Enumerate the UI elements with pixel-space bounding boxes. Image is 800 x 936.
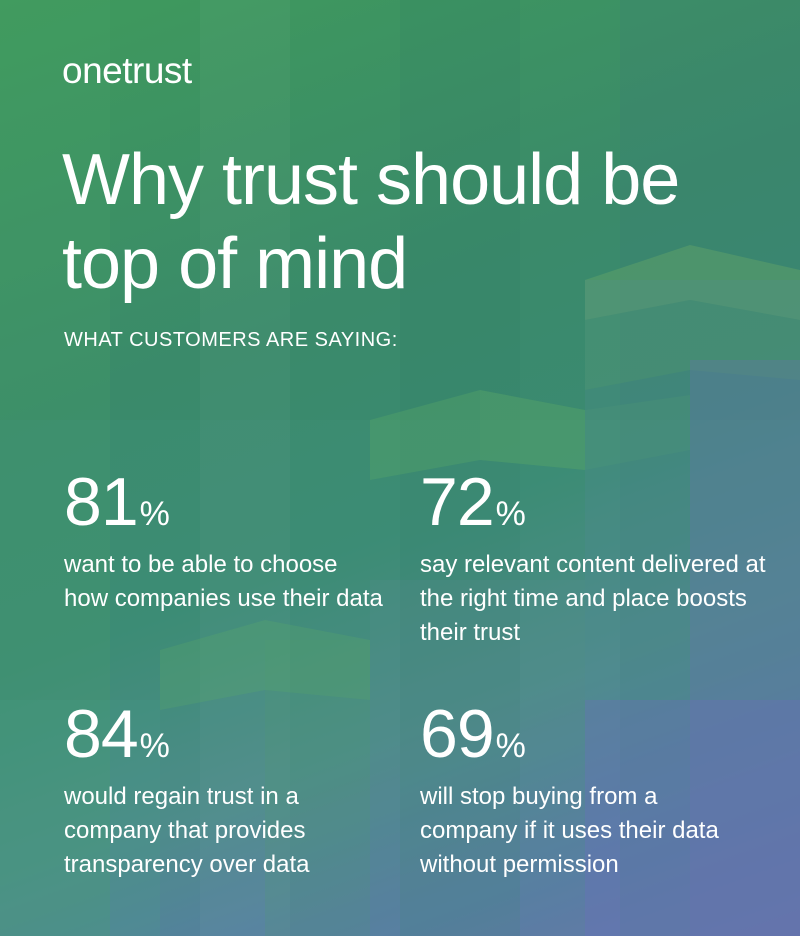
stat-unit: % xyxy=(495,495,526,533)
stat-description: would regain trust in a company that pro… xyxy=(64,783,310,878)
stat-description: want to be able to choose how companies … xyxy=(64,551,383,612)
stat-value: 81 % xyxy=(64,464,384,540)
stat-value: 72 % xyxy=(420,464,780,540)
stat-number: 72 xyxy=(420,464,495,540)
stat-description: say relevant content delivered at the ri… xyxy=(420,551,766,646)
stat-unit: % xyxy=(139,495,170,533)
stat-card: 69 % will stop buying from a company if … xyxy=(420,700,740,882)
stat-value: 69 % xyxy=(420,696,740,772)
stat-unit: % xyxy=(495,727,526,765)
section-subtitle: WHAT CUSTOMERS ARE SAYING: xyxy=(64,329,398,351)
stat-value: 84 % xyxy=(64,696,384,772)
stat-card: 72 % say relevant content delivered at t… xyxy=(420,468,780,650)
stat-number: 69 xyxy=(420,696,495,772)
stat-description: will stop buying from a company if it us… xyxy=(420,783,719,878)
stat-card: 84 % would regain trust in a company tha… xyxy=(64,700,384,882)
stat-number: 81 xyxy=(64,464,139,540)
onetrust-logo: onetrust xyxy=(62,50,192,91)
page-title: Why trust should be top of mind xyxy=(62,140,680,304)
stat-number: 84 xyxy=(64,696,139,772)
stat-unit: % xyxy=(139,727,170,765)
stat-card: 81 % want to be able to choose how compa… xyxy=(64,468,384,616)
